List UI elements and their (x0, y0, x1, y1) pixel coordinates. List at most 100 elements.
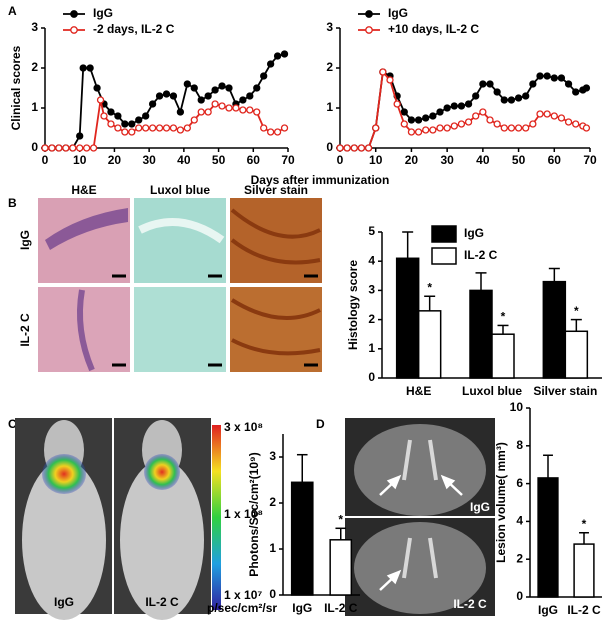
x-tick-label: 60 (247, 153, 261, 167)
series-line (340, 70, 587, 149)
x-tick-label: 30 (440, 153, 454, 167)
data-point (429, 126, 437, 134)
legend-label: IgG (93, 6, 113, 20)
data-point (204, 92, 212, 100)
y-tick-label: 0 (368, 370, 375, 384)
data-point (429, 112, 437, 120)
x-tick-label: 70 (281, 153, 295, 167)
data-point (422, 126, 430, 134)
data-point (114, 112, 122, 120)
data-point (55, 144, 63, 152)
data-point (582, 124, 591, 132)
colorbar-unit: p/sec/cm²/sr (207, 601, 277, 615)
x-tick-label: 30 (142, 153, 156, 167)
data-point (500, 96, 508, 104)
data-point (96, 96, 105, 104)
y-tick-label: 10 (510, 400, 524, 414)
data-point (246, 92, 254, 100)
data-point (564, 118, 573, 126)
data-point (457, 102, 466, 110)
data-point (253, 84, 261, 92)
data-point (260, 72, 268, 80)
y-tick-label: 6 (516, 476, 523, 490)
data-point (493, 120, 501, 128)
data-point (522, 92, 530, 100)
data-point (162, 90, 171, 98)
x-tick-label: IgG (292, 601, 312, 615)
bar (537, 477, 559, 598)
legend-marker (365, 26, 373, 34)
y-tick-label: 3 (31, 20, 38, 34)
x-tick-label: 70 (583, 153, 597, 167)
significance-marker: * (338, 512, 343, 526)
data-point (407, 116, 416, 124)
legend-label: IgG (464, 226, 484, 240)
series-line (340, 69, 587, 149)
data-point (529, 120, 537, 128)
y-axis-label: Photons/Sec/cm²(10⁹) (247, 452, 261, 576)
data-point (197, 96, 205, 104)
data-point (436, 124, 444, 132)
data-point (273, 128, 282, 136)
data-point (472, 92, 480, 100)
bar (395, 257, 420, 379)
data-point (464, 100, 473, 108)
x-tick-label: 20 (108, 153, 122, 167)
data-point (572, 88, 580, 96)
image-label: IL-2 C (145, 595, 179, 609)
data-point (564, 80, 573, 88)
data-point (79, 64, 87, 72)
mri-images (345, 418, 495, 616)
bar (290, 481, 314, 596)
y-axis-label: Clinical scores (9, 45, 23, 130)
x-tick-label: 60 (548, 153, 562, 167)
legend-swatch (431, 225, 457, 243)
data-point (41, 144, 49, 152)
image-label: IgG (470, 500, 490, 514)
data-point (135, 116, 143, 124)
y-tick-label: 0 (516, 589, 523, 603)
data-point (400, 108, 408, 116)
y-tick-label: 2 (31, 60, 38, 74)
data-point (197, 108, 205, 116)
data-point (253, 108, 261, 116)
x-tick-label: IL-2 C (324, 601, 358, 615)
data-point (155, 92, 164, 100)
data-point (479, 108, 487, 116)
data-point (107, 120, 115, 128)
data-point (280, 50, 289, 58)
data-point (225, 104, 233, 112)
x-axis-label: Days after immunization (251, 173, 390, 187)
data-point (386, 76, 394, 84)
data-point (536, 110, 544, 118)
y-tick-label: 1 (326, 100, 333, 114)
y-tick-label: 3 (269, 449, 276, 463)
data-point (183, 124, 191, 132)
data-point (121, 128, 129, 136)
data-point (128, 128, 136, 136)
data-point (246, 106, 254, 114)
image-label: IgG (54, 595, 74, 609)
data-point (550, 112, 558, 120)
y-tick-label: 1 (31, 100, 38, 114)
data-point (273, 52, 282, 60)
data-point (280, 124, 289, 132)
bar (542, 280, 567, 379)
x-tick-label: H&E (406, 384, 431, 398)
significance-marker: * (582, 517, 587, 531)
legend-marker (365, 10, 373, 18)
x-tick-label: 10 (369, 153, 383, 167)
data-point (48, 144, 56, 152)
bar (564, 330, 589, 379)
data-point (493, 88, 501, 96)
y-tick-label: 2 (368, 312, 375, 326)
data-point (183, 80, 191, 88)
legend-marker (70, 26, 78, 34)
bioluminescence-images (15, 418, 221, 620)
data-point (486, 116, 494, 124)
data-point (536, 72, 544, 80)
data-point (414, 116, 423, 124)
significance-marker: * (501, 310, 506, 324)
data-point (142, 112, 150, 120)
